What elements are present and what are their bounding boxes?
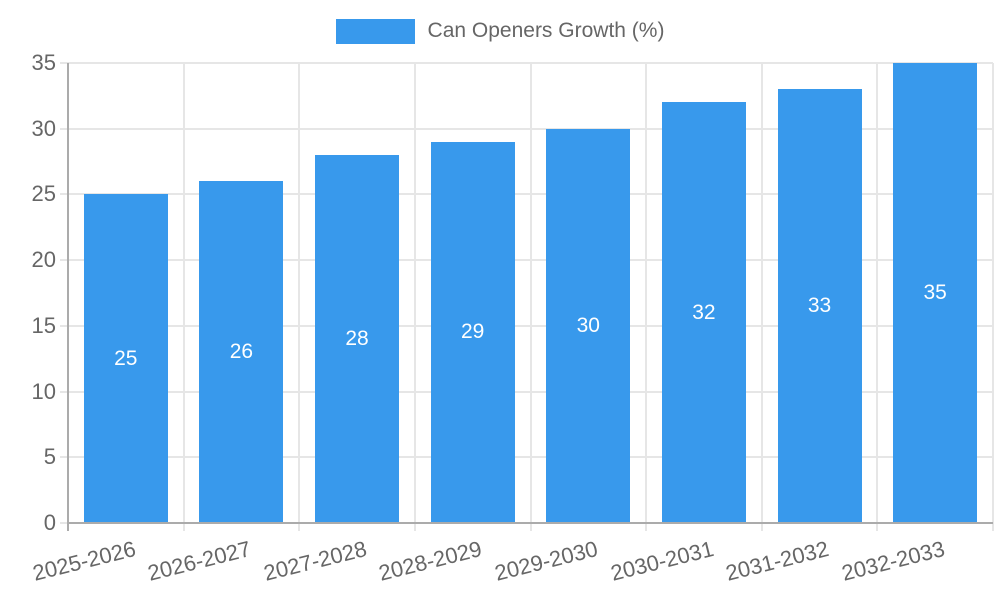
gridline-vertical: [529, 63, 532, 523]
bar-value-label: 28: [345, 327, 369, 350]
bar[interactable]: [430, 141, 515, 523]
gridline-vertical: [876, 63, 879, 523]
bar-value-label: 30: [576, 313, 600, 337]
x-axis-tick: [413, 523, 416, 531]
bar-value-label: 33: [807, 294, 832, 318]
gridline-vertical: [992, 63, 994, 523]
legend-swatch-icon: [335, 18, 415, 44]
y-axis-tick: [60, 390, 68, 393]
legend: Can Openers Growth (%): [0, 16, 1000, 46]
gridline-vertical: [182, 63, 185, 523]
bar-value-label: 35: [923, 281, 947, 304]
x-axis-tick-label: 2029-2030: [492, 536, 601, 586]
legend-label: Can Openers Growth (%): [427, 19, 665, 42]
y-axis-tick: [60, 522, 68, 524]
x-axis-tick-label: 2026-2027: [145, 536, 254, 586]
y-axis-tick-label: 15: [31, 312, 56, 338]
y-axis-tick: [60, 127, 68, 130]
y-axis-line: [67, 63, 69, 531]
x-axis-tick-label: 2031-2032: [723, 536, 832, 586]
bar[interactable]: [199, 181, 284, 523]
y-axis-tick-label: 20: [31, 247, 56, 273]
bar[interactable]: [315, 155, 400, 523]
y-axis-tick-label: 10: [31, 378, 56, 404]
x-axis-tick: [182, 523, 185, 531]
bar-value-label: 32: [692, 300, 716, 324]
x-axis-tick-label: 2030-2031: [607, 536, 716, 586]
bar[interactable]: [661, 102, 746, 523]
bar-value-label: 29: [461, 320, 485, 344]
y-axis-tick: [60, 193, 68, 196]
legend-item[interactable]: Can Openers Growth (%): [335, 18, 665, 44]
x-axis-tick-label: 2028-2029: [376, 536, 485, 586]
y-axis-tick-label: 30: [31, 115, 56, 141]
x-axis-tick: [876, 523, 879, 531]
y-axis-tick: [60, 259, 68, 262]
y-axis-tick: [60, 62, 68, 64]
bar[interactable]: [83, 194, 168, 523]
x-axis-tick-label: 2032-2033: [839, 536, 948, 586]
bar-value-label: 26: [229, 340, 254, 364]
x-axis-tick: [529, 523, 532, 531]
y-axis-tick-label: 25: [31, 181, 56, 207]
x-axis-line: [68, 522, 993, 524]
gridline-vertical: [413, 63, 416, 523]
y-axis-tick: [60, 324, 68, 327]
y-axis-tick-label: 5: [43, 444, 56, 470]
gridline-vertical: [298, 63, 301, 523]
bar-value-label: 25: [114, 346, 138, 370]
y-axis-tick-label: 0: [43, 510, 56, 535]
x-axis-tick: [760, 523, 763, 531]
bar[interactable]: [777, 89, 862, 523]
x-axis-tick-label: 2025-2026: [29, 536, 138, 586]
bar[interactable]: [546, 128, 631, 523]
x-axis-tick: [298, 523, 301, 531]
x-axis-tick: [992, 523, 994, 531]
x-axis-tick-label: 2027-2028: [260, 536, 370, 586]
x-axis-tick: [645, 523, 648, 531]
bar[interactable]: [893, 63, 978, 523]
y-axis-tick-label: 35: [31, 50, 56, 75]
y-axis-tick: [60, 456, 68, 459]
gridline-vertical: [760, 63, 763, 523]
gridline-vertical: [645, 63, 648, 523]
